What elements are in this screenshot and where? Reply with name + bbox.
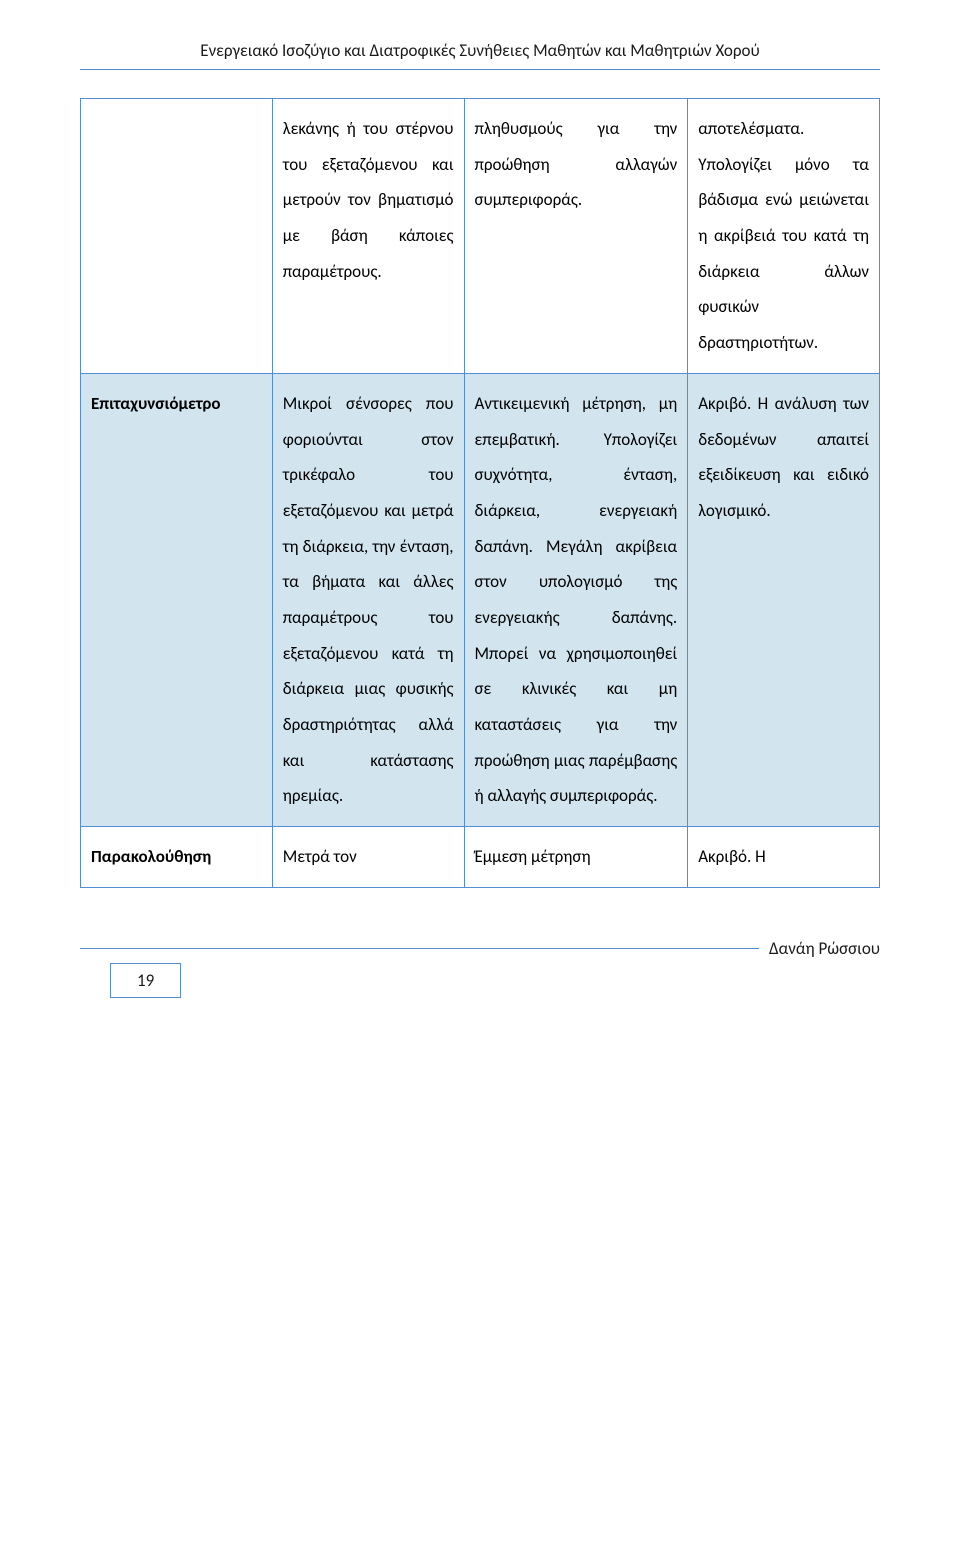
page-header-title: Ενεργειακό Ισοζύγιο και Διατροφικές Συνή… xyxy=(80,40,880,61)
cell-content: Αντικειμενική μέτρηση, μη επεμβατική. Υπ… xyxy=(464,373,688,826)
table-row: Επιταχυνσιόμετρο Μικροί σένσορες που φορ… xyxy=(81,373,880,826)
footer-divider xyxy=(80,948,759,949)
cell-label: Παρακολούθηση xyxy=(81,827,273,888)
footer-author: Δανάη Ρώσσιου xyxy=(769,938,880,959)
cell-content: Ακριβό. Η xyxy=(688,827,880,888)
cell-label xyxy=(81,99,273,374)
content-table: λεκάνης ή του στέρνου του εξεταζόμενου κ… xyxy=(80,98,880,888)
table-row: Παρακολούθηση Μετρά τον Έμμεση μέτρηση Α… xyxy=(81,827,880,888)
cell-content: Ακριβό. Η ανάλυση των δεδομένων απαιτεί … xyxy=(688,373,880,826)
page-number: 19 xyxy=(110,963,181,998)
header-divider xyxy=(80,69,880,70)
cell-content: Έμμεση μέτρηση xyxy=(464,827,688,888)
page-footer: Δανάη Ρώσσιου xyxy=(80,938,880,959)
cell-content: λεκάνης ή του στέρνου του εξεταζόμενου κ… xyxy=(272,99,464,374)
cell-content: αποτελέσματα. Υπολογίζει μόνο τα βάδισμα… xyxy=(688,99,880,374)
table-row: λεκάνης ή του στέρνου του εξεταζόμενου κ… xyxy=(81,99,880,374)
cell-content: Μικροί σένσορες που φοριούνται στον τρικ… xyxy=(272,373,464,826)
cell-label: Επιταχυνσιόμετρο xyxy=(81,373,273,826)
cell-content: πληθυσμούς για την προώθηση αλλαγών συμπ… xyxy=(464,99,688,374)
cell-content: Μετρά τον xyxy=(272,827,464,888)
